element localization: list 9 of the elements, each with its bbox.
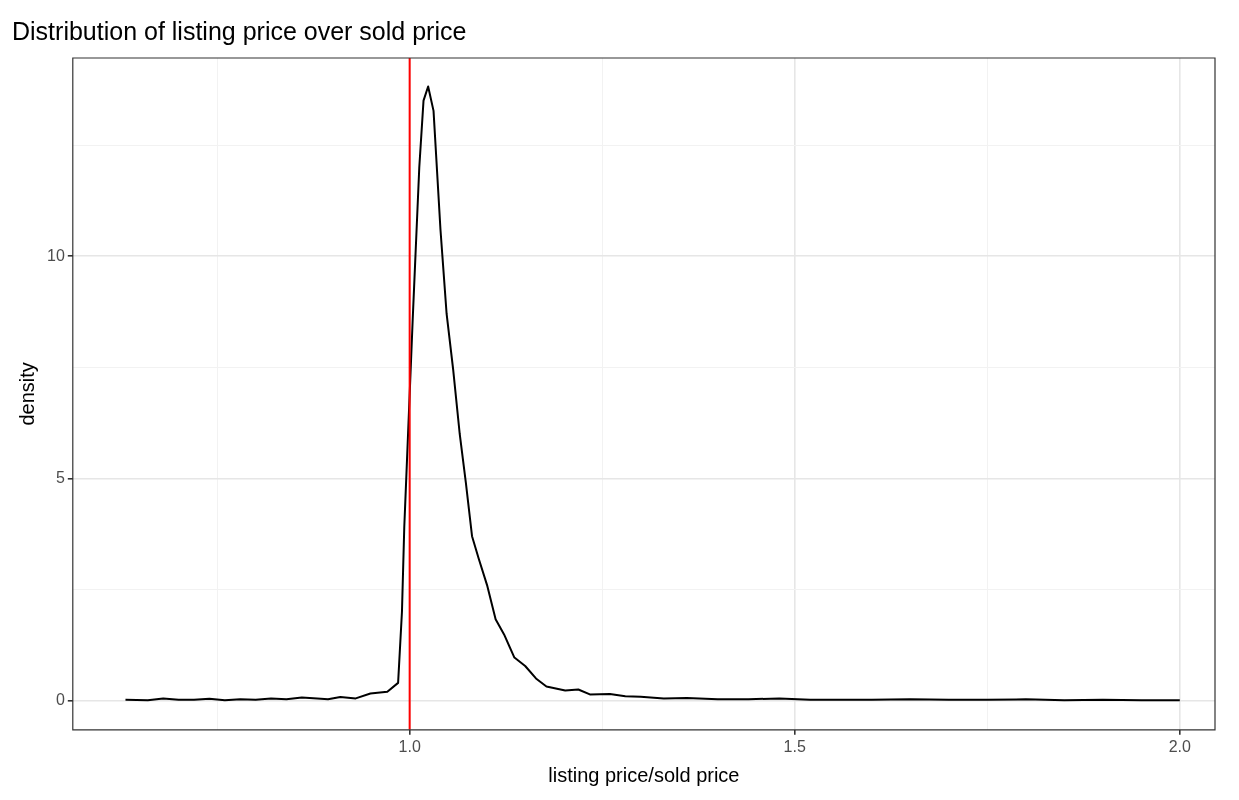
chart-title: Distribution of listing price over sold price bbox=[12, 16, 467, 45]
x-tick-label: 1.5 bbox=[783, 737, 806, 755]
y-tick-label: 10 bbox=[47, 246, 65, 264]
y-axis-title: density bbox=[15, 362, 38, 426]
x-tick-label: 1.0 bbox=[398, 737, 421, 755]
x-tick-label: 2.0 bbox=[1168, 737, 1192, 755]
y-tick-label: 5 bbox=[55, 468, 65, 486]
y-tick-label: 0 bbox=[55, 691, 65, 709]
x-axis-title: listing price/sold price bbox=[548, 763, 740, 786]
